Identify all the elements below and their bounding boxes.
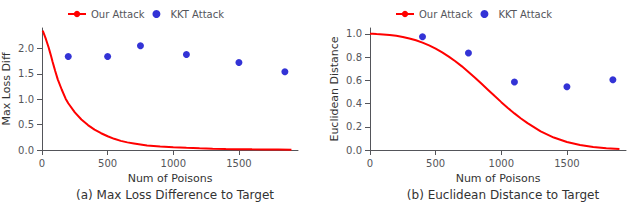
svg-text:0: 0 — [367, 158, 373, 169]
svg-text:Our Attack: Our Attack — [91, 9, 145, 20]
svg-text:0.8: 0.8 — [346, 52, 362, 63]
svg-text:0.6: 0.6 — [346, 75, 362, 86]
svg-text:0: 0 — [39, 158, 45, 169]
svg-text:1.5: 1.5 — [18, 68, 34, 79]
svg-text:Our Attack: Our Attack — [419, 9, 473, 20]
svg-text:Max Loss Diff: Max Loss Diff — [0, 52, 13, 125]
svg-text:(b) Euclidean Distance to Targ: (b) Euclidean Distance to Target — [407, 188, 600, 202]
svg-text:1500: 1500 — [226, 158, 251, 169]
svg-text:2.0: 2.0 — [18, 43, 34, 54]
svg-text:0.4: 0.4 — [346, 98, 362, 109]
svg-text:1000: 1000 — [161, 158, 186, 169]
svg-text:(a) Max Loss Difference to Tar: (a) Max Loss Difference to Target — [76, 188, 274, 202]
svg-text:0.0: 0.0 — [18, 145, 34, 156]
svg-text:KKT Attack: KKT Attack — [498, 9, 552, 20]
svg-text:1.0: 1.0 — [18, 94, 34, 105]
svg-text:500: 500 — [98, 158, 117, 169]
svg-text:0.2: 0.2 — [346, 121, 362, 132]
svg-text:1.0: 1.0 — [346, 28, 362, 39]
svg-text:1500: 1500 — [554, 158, 579, 169]
svg-text:500: 500 — [426, 158, 445, 169]
svg-text:Num of Poisons: Num of Poisons — [128, 172, 213, 185]
svg-text:1000: 1000 — [489, 158, 514, 169]
svg-text:0.5: 0.5 — [18, 119, 34, 130]
svg-text:0.0: 0.0 — [346, 145, 362, 156]
svg-text:KKT Attack: KKT Attack — [170, 9, 224, 20]
svg-text:Num of Poisons: Num of Poisons — [456, 172, 541, 185]
svg-text:Euclidean Distance: Euclidean Distance — [328, 36, 341, 141]
